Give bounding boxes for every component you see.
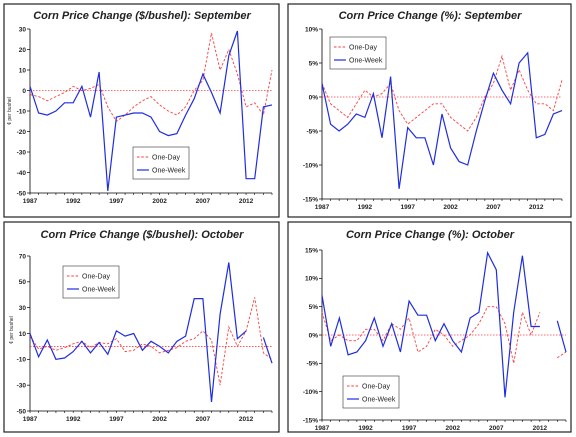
y-tick-label: 30	[19, 26, 27, 33]
y-tick-label: -20	[17, 129, 27, 136]
panel-frame	[287, 3, 572, 218]
x-tick-label: 1992	[66, 198, 81, 205]
y-tick-label: -50	[17, 190, 27, 197]
x-tick-label: 2007	[196, 416, 211, 423]
x-tick-label: 2002	[152, 416, 167, 423]
y-tick-label: -30	[17, 149, 27, 156]
x-tick-label: 1992	[358, 425, 373, 432]
y-tick-label: -5%	[306, 128, 318, 135]
series-line-one-day	[29, 297, 273, 386]
x-tick-label: 2012	[239, 416, 254, 423]
y-tick-label: -30	[17, 382, 27, 389]
legend-label: One-Day	[152, 155, 181, 162]
x-tick-label: 1987	[315, 425, 330, 432]
legend-box	[329, 36, 387, 70]
y-tick-label: 20	[19, 47, 27, 54]
chart-title: Corn Price Change ($/bushel): September	[33, 10, 251, 22]
legend-box	[62, 265, 120, 299]
y-tick-label: -40	[17, 170, 27, 177]
y-tick-label: -10%	[303, 162, 318, 169]
panel-frame	[3, 3, 280, 218]
legend-label: One-Day	[349, 45, 378, 52]
x-tick-label: 2002	[445, 425, 460, 432]
chart-title: Corn Price Change ($/bushel): October	[41, 229, 245, 241]
legend-label: One-Day	[362, 384, 391, 391]
series-line-one-week	[29, 30, 273, 191]
series-line-one-day	[557, 351, 567, 359]
y-tick-label: 70	[19, 253, 27, 260]
y-tick-label: -10%	[303, 389, 318, 396]
chart-panel-4: Corn Price Change (%): October -15% -10% -5…	[287, 221, 572, 433]
chart-panel-3: Corn Price Change ($/bushel): October -50…	[3, 221, 280, 433]
legend-box	[342, 375, 400, 409]
x-tick-label: 1987	[23, 416, 38, 423]
chart-title: Corn Price Change (%): October	[346, 229, 515, 241]
series-line-one-week	[556, 320, 567, 353]
x-tick-label: 1997	[400, 204, 415, 211]
x-tick-label: 1997	[402, 425, 417, 432]
legend-label: One-Week	[82, 287, 116, 294]
y-tick-label: -50	[17, 408, 27, 415]
y-tick-label: 15%	[305, 247, 318, 254]
y-tick-label: 0%	[309, 332, 319, 339]
y-tick-label: 10	[19, 67, 27, 74]
x-tick-label: 1992	[358, 204, 373, 211]
y-tick-label: 5%	[309, 60, 319, 67]
y-tick-label: 0%	[309, 94, 319, 101]
x-tick-label: 1987	[315, 204, 330, 211]
x-tick-label: 2012	[239, 198, 254, 205]
x-tick-label: 1997	[109, 198, 124, 205]
y-tick-label: -10	[17, 357, 27, 364]
y-tick-label: 30	[19, 305, 27, 312]
x-tick-label: 2007	[489, 425, 504, 432]
chart-legend: One-Day One-Week	[342, 375, 400, 409]
y-tick-label: 5%	[309, 304, 319, 311]
y-tick-label: -10	[17, 108, 27, 115]
y-tick-label: 10%	[305, 276, 318, 283]
panel-frame	[3, 221, 280, 433]
series-line-one-week	[29, 262, 247, 403]
x-tick-label: 2007	[486, 204, 501, 211]
legend-label: One-Week	[152, 168, 186, 175]
chart-panel-2: Corn Price Change (%): September -15% -10%…	[287, 3, 572, 218]
x-tick-label: 2012	[533, 425, 548, 432]
y-axis-label: ¢ per bushel	[9, 316, 15, 344]
panel-frame	[287, 221, 572, 433]
x-tick-label: 2007	[196, 198, 211, 205]
x-tick-label: 1992	[66, 416, 81, 423]
x-tick-label: 2002	[443, 204, 458, 211]
series-line-one-day	[321, 54, 563, 132]
y-tick-label: 10%	[305, 26, 318, 33]
chart-legend: One-Day One-Week	[62, 265, 120, 299]
chart-legend: One-Day One-Week	[329, 36, 387, 70]
series-line-one-week	[321, 51, 563, 189]
legend-label: One-Week	[349, 58, 383, 65]
series-line-one-week	[262, 337, 273, 364]
legend-label: One-Day	[82, 274, 111, 281]
x-tick-label: 2012	[529, 204, 544, 211]
y-tick-label: -15%	[303, 196, 318, 203]
chart-panel-1: Corn Price Change ($/bushel): September -…	[3, 3, 280, 218]
legend-box	[132, 146, 190, 180]
y-tick-label: 50	[19, 279, 27, 286]
y-tick-label: 0	[22, 88, 26, 95]
series-line-one-week	[321, 250, 540, 398]
chart-legend: One-Day One-Week	[132, 146, 190, 180]
y-tick-label: -5%	[306, 361, 318, 368]
series-line-one-day	[29, 32, 273, 122]
legend-label: One-Week	[362, 397, 396, 404]
x-tick-label: 1987	[23, 198, 38, 205]
y-axis-label: ¢ per bushel	[7, 97, 13, 125]
y-tick-label: 10	[19, 331, 27, 338]
series-line-one-day	[321, 306, 541, 364]
y-tick-label: -15%	[303, 417, 318, 424]
chart-title: Corn Price Change (%): September	[339, 10, 522, 22]
x-tick-label: 1997	[109, 416, 124, 423]
x-tick-label: 2002	[152, 198, 167, 205]
